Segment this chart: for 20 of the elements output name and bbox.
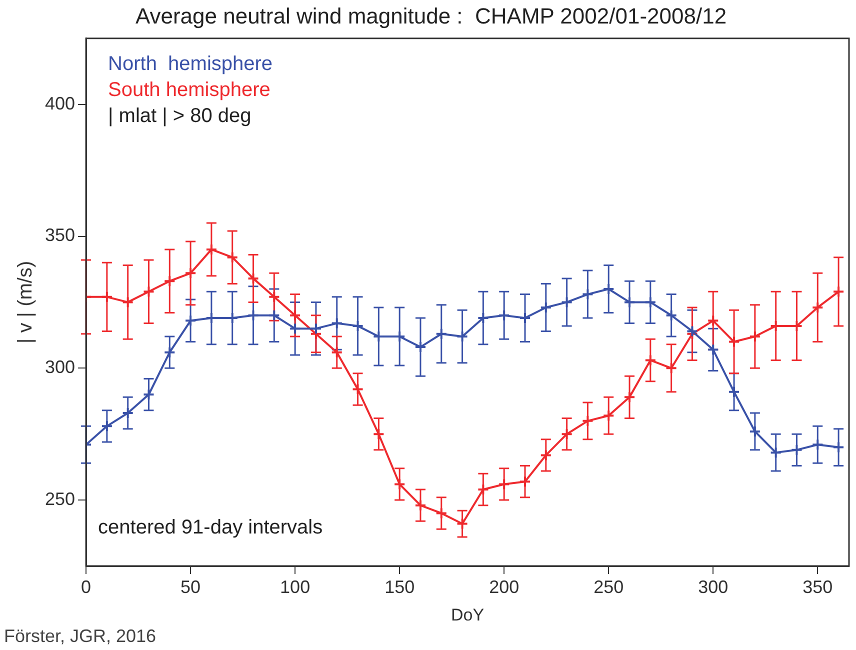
x-tick-label: 50 (180, 576, 201, 597)
x-tick-label: 100 (280, 576, 310, 597)
y-axis-title: | v | (m/s) (14, 260, 37, 344)
y-tick-label: 250 (44, 489, 76, 510)
text: North hemisphere (108, 52, 273, 75)
y-tick-label: 400 (44, 93, 76, 114)
x-axis-title: DoY (450, 605, 484, 624)
x-tick-label: 200 (489, 576, 520, 597)
y-tick-label: 300 (44, 357, 76, 378)
x-tick-label: 350 (802, 576, 833, 597)
x-tick-label: 150 (384, 576, 415, 597)
text: South hemisphere (108, 78, 270, 101)
annotation: | mlat | > 80 deg (108, 104, 252, 127)
x-tick-label: 300 (698, 576, 728, 597)
x-tick-label: 0 (81, 576, 92, 597)
x-tick-label: 250 (594, 576, 624, 597)
text: Förster, JGR, 2016 (4, 626, 156, 646)
annotation: centered 91-day intervals (98, 516, 323, 539)
y-tick-label: 350 (44, 225, 76, 246)
chart-title: Average neutral wind magnitude : CHAMP 2002/01-2008/12 (135, 3, 727, 28)
